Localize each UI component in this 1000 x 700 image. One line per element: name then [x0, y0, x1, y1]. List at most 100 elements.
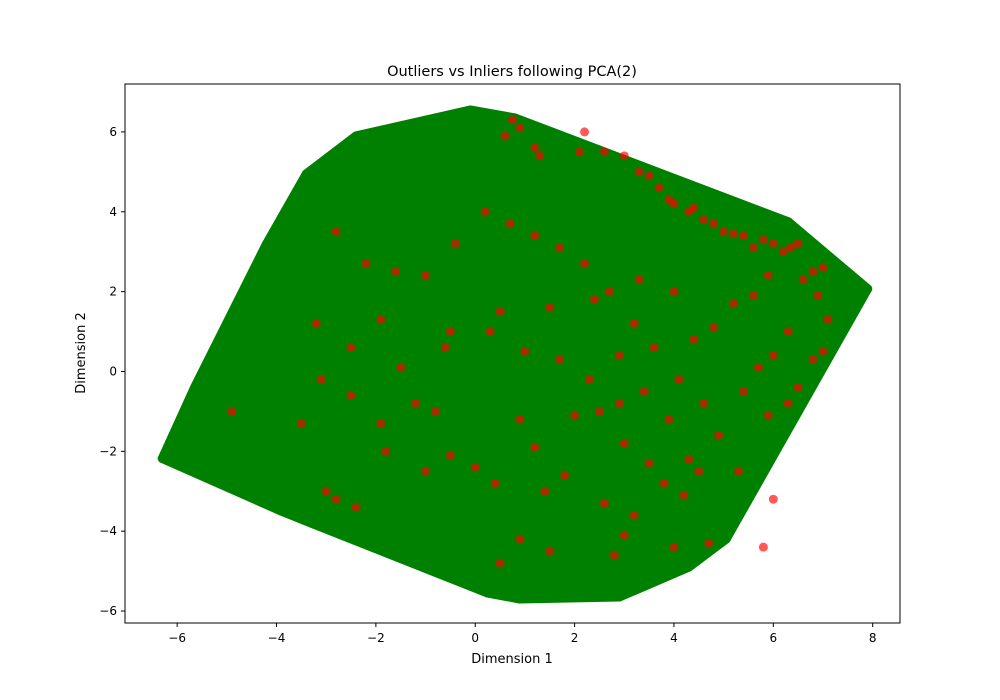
outlier-point	[411, 398, 421, 408]
inlier-point	[694, 406, 704, 416]
inlier-point	[421, 167, 431, 177]
inlier-point	[207, 374, 217, 384]
inlier-point	[527, 568, 537, 578]
outlier-point	[768, 350, 778, 360]
outlier-point	[331, 494, 341, 504]
outlier-point	[376, 418, 386, 428]
inlier-point	[614, 183, 624, 193]
outlier-point	[629, 510, 639, 520]
inlier-point	[465, 105, 475, 115]
outlier-point	[639, 386, 649, 396]
outlier-point	[793, 239, 803, 249]
outlier-point	[659, 478, 669, 488]
outlier-point	[351, 502, 361, 512]
inlier-point	[729, 283, 739, 293]
outlier-point	[500, 131, 510, 141]
outlier-point	[515, 123, 525, 133]
outlier-point	[311, 319, 321, 329]
inlier-point	[455, 115, 465, 125]
outlier-point	[535, 151, 545, 161]
inlier-point	[828, 333, 838, 343]
outlier-point	[669, 199, 679, 209]
outlier-point	[649, 343, 659, 353]
outlier-point	[734, 466, 744, 476]
inlier-point	[793, 267, 803, 277]
inlier-point	[281, 271, 291, 281]
outlier-point	[798, 275, 808, 285]
inlier-point	[214, 345, 224, 355]
inlier-point	[272, 406, 282, 416]
inlier-point	[659, 486, 669, 496]
inlier-point	[699, 247, 709, 257]
outlier-point	[808, 354, 818, 364]
y-tick-label: 2	[109, 285, 117, 299]
inlier-point	[440, 131, 450, 141]
inlier-point	[619, 287, 629, 297]
inlier-point	[262, 498, 272, 508]
outlier-point	[445, 450, 455, 460]
y-tick-label: 0	[109, 364, 117, 378]
outlier-point	[296, 418, 306, 428]
inlier-point	[545, 247, 555, 257]
outlier-point	[490, 478, 500, 488]
inlier-point	[575, 155, 585, 165]
inlier-point	[535, 159, 545, 169]
inlier-point	[321, 446, 331, 456]
inlier-point	[311, 165, 321, 175]
outlier-point	[709, 323, 719, 333]
outlier-point	[599, 498, 609, 508]
inlier-point	[565, 574, 575, 584]
outlier-point	[778, 247, 788, 257]
inlier-point	[346, 247, 356, 257]
inlier-point	[286, 207, 296, 217]
outlier-point	[545, 303, 555, 313]
x-tick-label: 8	[869, 631, 877, 645]
inlier-point	[669, 327, 679, 337]
outlier-point	[619, 530, 629, 540]
inlier-point	[798, 339, 808, 349]
chart-title: Outliers vs Inliers following PCA(2)	[387, 64, 637, 80]
inlier-point	[570, 307, 580, 317]
outlier-point	[763, 410, 773, 420]
inlier-point	[743, 490, 753, 500]
outlier-point	[520, 347, 530, 357]
inlier-point	[773, 231, 783, 241]
inlier-point	[163, 454, 173, 464]
outlier-point	[813, 291, 823, 301]
inlier-point	[396, 131, 406, 141]
inlier-point	[599, 175, 609, 185]
inlier-point	[644, 366, 654, 376]
outlier-point	[470, 462, 480, 472]
outlier-point	[331, 227, 341, 237]
inlier-point	[351, 131, 361, 141]
inlier-point	[495, 207, 505, 217]
outlier-point	[709, 219, 719, 229]
inlier-point	[331, 155, 341, 165]
inlier-point	[321, 522, 331, 532]
outlier-point	[575, 147, 585, 157]
inlier-point	[361, 141, 371, 151]
outlier-point	[783, 327, 793, 337]
inlier-point	[585, 564, 595, 574]
outlier-point	[391, 267, 401, 277]
inlier-point	[634, 574, 644, 584]
x-tick-label: 0	[471, 631, 479, 645]
inlier-point	[609, 199, 619, 209]
outlier-point	[321, 486, 331, 496]
outlier-point	[719, 227, 729, 237]
inlier-point	[480, 131, 490, 141]
outlier-point	[644, 458, 654, 468]
inlier-point	[570, 506, 580, 516]
inlier-point	[483, 588, 493, 598]
inlier-point	[825, 307, 835, 317]
y-tick-label: 4	[109, 205, 117, 219]
inlier-point	[614, 592, 624, 602]
outlier-point	[689, 203, 699, 213]
inlier-point	[445, 227, 455, 237]
inlier-point	[833, 315, 843, 325]
inlier-point	[495, 578, 505, 588]
outlier-point	[758, 235, 768, 245]
outlier-point	[599, 147, 609, 157]
